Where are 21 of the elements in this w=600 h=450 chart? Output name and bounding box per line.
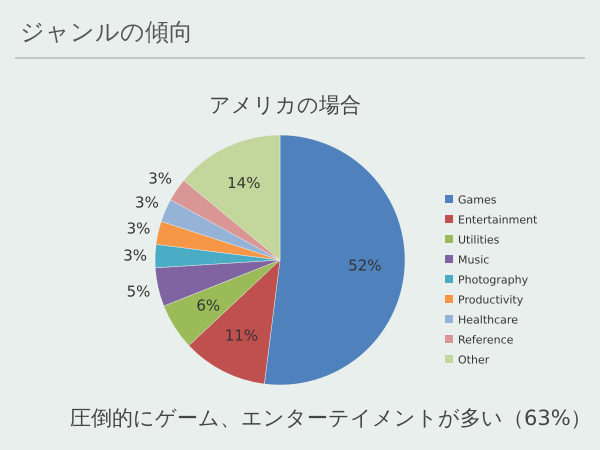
legend-label: Photography: [458, 274, 529, 286]
legend-label: Other: [458, 354, 490, 366]
data-label: 52%: [348, 256, 382, 274]
data-label: 5%: [126, 282, 150, 301]
legend-label: Healthcare: [458, 314, 518, 326]
data-label: 3%: [135, 193, 159, 212]
data-label: 3%: [148, 170, 172, 188]
data-label: 6%: [196, 296, 220, 315]
text: 圧倒的にゲーム、エンターテイメントが多い（63%）: [70, 406, 592, 430]
data-label: 14%: [227, 174, 260, 192]
legend-label: Games: [458, 194, 497, 206]
legend-label: Utilities: [458, 234, 500, 246]
data-label: 3%: [126, 219, 150, 238]
legend-label: Productivity: [458, 294, 524, 306]
chart-title: ジャンルの傾向: [20, 18, 193, 46]
legend-label: Music: [458, 254, 490, 266]
legend-label: Entertainment: [458, 214, 538, 226]
legend-label: Reference: [458, 334, 514, 346]
data-label: 11%: [224, 326, 258, 345]
chart-subtitle: アメリカの場合: [209, 93, 361, 117]
data-label: 3%: [123, 246, 147, 264]
